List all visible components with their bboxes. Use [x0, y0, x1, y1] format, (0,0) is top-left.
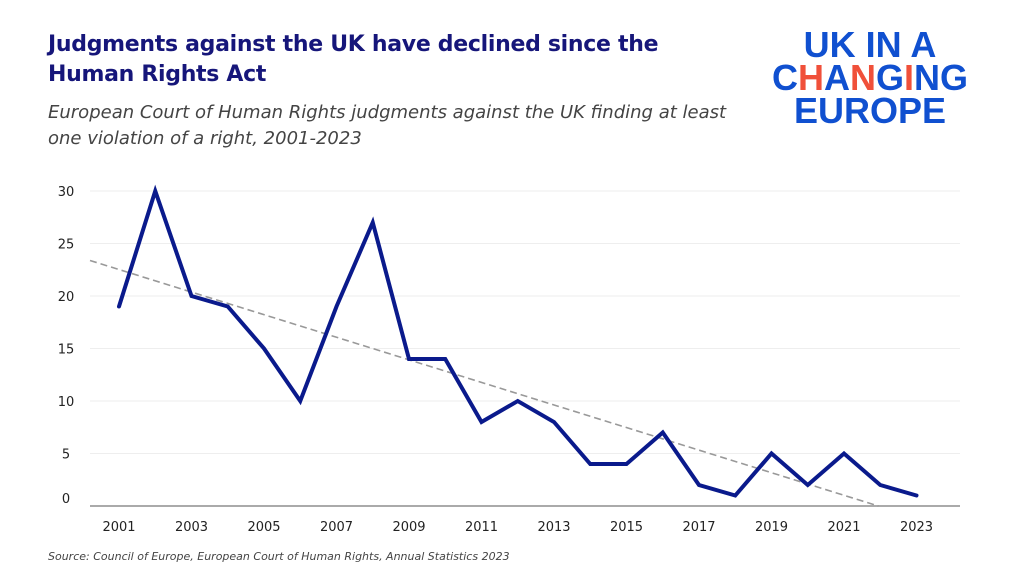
- x-tick-label: 2013: [537, 520, 570, 535]
- chart-subtitle: European Court of Human Rights judgments…: [48, 102, 727, 149]
- trendline: [89, 259, 879, 507]
- logo-line-3: EUROPE: [793, 90, 947, 131]
- x-tick-label: 2007: [320, 520, 353, 535]
- x-tick-label: 2021: [827, 520, 860, 535]
- x-tick-label: 2003: [175, 520, 208, 535]
- x-tick-label: 2005: [247, 520, 280, 535]
- logo: UK IN A CHANGING EUROPE: [760, 24, 980, 131]
- y-tick-label: 15: [58, 343, 75, 358]
- y-tick-label: 10: [58, 395, 75, 410]
- y-tick-label: 0: [62, 492, 70, 507]
- y-tick-label: 25: [58, 238, 75, 253]
- y-tick-label: 5: [62, 448, 70, 463]
- logo-line-1: UK IN A: [803, 24, 937, 65]
- x-tick-label: 2017: [682, 520, 715, 535]
- chart-title: Judgments against the UK have declined s…: [48, 32, 659, 87]
- x-tick-label: 2015: [610, 520, 643, 535]
- x-tick-label: 2011: [465, 520, 498, 535]
- series-line: [117, 184, 919, 498]
- x-tick-label: 2023: [900, 520, 933, 535]
- source-note: Source: Council of Europe, European Cour…: [48, 550, 510, 563]
- x-tick-label: 2001: [102, 520, 135, 535]
- x-tick-label: 2009: [392, 520, 425, 535]
- y-tick-label: 20: [58, 290, 75, 305]
- y-tick-label: 30: [58, 185, 75, 200]
- x-tick-label: 2019: [755, 520, 788, 535]
- logo-line-2: CHANGING: [771, 57, 969, 98]
